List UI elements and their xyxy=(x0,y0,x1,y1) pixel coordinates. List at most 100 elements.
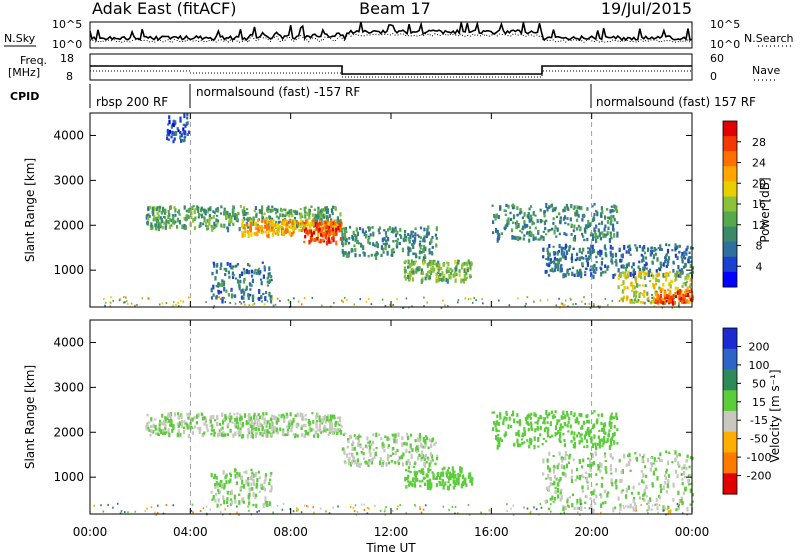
data-cell xyxy=(617,268,620,273)
data-cell xyxy=(608,237,611,243)
data-cell xyxy=(566,269,569,274)
data-cell xyxy=(560,488,563,492)
data-cell xyxy=(246,223,249,226)
data-cell xyxy=(657,511,659,514)
data-cell xyxy=(618,248,621,251)
data-cell xyxy=(155,216,158,222)
data-cell xyxy=(379,509,382,512)
data-cell xyxy=(399,455,403,459)
data-cell xyxy=(637,491,640,495)
data-cell xyxy=(276,504,279,507)
data-cell xyxy=(419,506,421,509)
data-cell xyxy=(469,297,472,300)
data-cell xyxy=(526,439,529,442)
data-cell xyxy=(562,415,565,420)
data-cell xyxy=(202,222,205,226)
data-cell xyxy=(265,290,268,295)
data-cell xyxy=(418,433,421,438)
data-cell xyxy=(607,265,610,268)
data-cell xyxy=(221,279,224,283)
colorbar-segment xyxy=(723,196,737,213)
data-cell xyxy=(447,475,450,479)
data-cell xyxy=(220,282,223,287)
data-cell xyxy=(613,440,616,445)
data-cell xyxy=(600,214,603,218)
data-cell xyxy=(504,213,507,216)
data-cell xyxy=(234,469,237,472)
data-cell xyxy=(174,120,177,126)
data-cell xyxy=(225,289,228,293)
data-cell xyxy=(553,256,556,261)
data-cell xyxy=(227,415,231,420)
data-cell xyxy=(414,236,417,242)
data-cell xyxy=(170,124,173,129)
data-cell xyxy=(570,432,573,435)
data-cell xyxy=(202,433,205,436)
data-cell xyxy=(172,132,175,136)
data-cell xyxy=(408,461,411,467)
data-cell xyxy=(157,223,160,229)
data-cell xyxy=(217,283,220,288)
data-cell xyxy=(672,482,675,486)
data-cell xyxy=(241,209,244,214)
data-cell xyxy=(447,466,450,470)
data-cell xyxy=(234,302,237,305)
data-cell xyxy=(570,475,573,479)
colorbar-segment xyxy=(723,271,737,288)
data-cell xyxy=(248,282,251,285)
data-cell xyxy=(638,293,641,298)
data-cell xyxy=(411,234,415,238)
data-cell xyxy=(655,460,658,463)
data-cell xyxy=(396,508,399,510)
data-cell xyxy=(271,297,273,300)
data-cell xyxy=(153,206,156,211)
data-cell xyxy=(503,416,506,419)
data-cell xyxy=(305,227,308,231)
data-cell xyxy=(155,514,157,516)
data-cell xyxy=(190,509,193,512)
data-cell xyxy=(261,232,264,235)
data-cell xyxy=(257,470,260,474)
data-cell xyxy=(271,221,275,224)
data-cell xyxy=(263,224,267,229)
data-cell xyxy=(563,465,566,470)
data-cell xyxy=(569,424,572,429)
data-cell xyxy=(635,246,639,252)
data-cell xyxy=(442,471,445,475)
data-cell xyxy=(212,215,215,219)
data-cell xyxy=(185,215,188,221)
data-cell xyxy=(529,510,532,513)
data-cell xyxy=(615,479,618,483)
data-cell xyxy=(614,506,617,510)
data-cell xyxy=(542,255,545,259)
data-cell xyxy=(225,416,228,421)
data-cell xyxy=(310,427,313,432)
data-cell xyxy=(628,249,631,254)
data-cell xyxy=(544,226,547,231)
data-cell xyxy=(206,227,209,231)
data-cell xyxy=(555,432,559,435)
data-cell xyxy=(453,272,456,278)
data-cell xyxy=(199,510,202,512)
data-cell xyxy=(627,485,630,490)
data-cell xyxy=(263,212,266,215)
data-cell xyxy=(657,272,661,277)
data-cell xyxy=(304,414,307,417)
data-cell xyxy=(349,506,352,509)
data-cell xyxy=(542,247,545,251)
data-cell xyxy=(549,268,552,272)
data-cell xyxy=(613,233,616,238)
data-cell xyxy=(424,482,427,486)
data-cell xyxy=(676,245,679,250)
data-cell xyxy=(206,428,209,433)
data-cell xyxy=(601,257,604,260)
data-cell xyxy=(594,271,597,274)
data-cell xyxy=(572,415,575,418)
data-cell xyxy=(230,489,233,495)
data-cell xyxy=(381,442,384,447)
data-cell xyxy=(586,237,589,242)
data-cell xyxy=(470,262,473,266)
data-cell xyxy=(600,511,602,514)
data-cell xyxy=(240,290,243,294)
data-cell xyxy=(356,451,359,456)
